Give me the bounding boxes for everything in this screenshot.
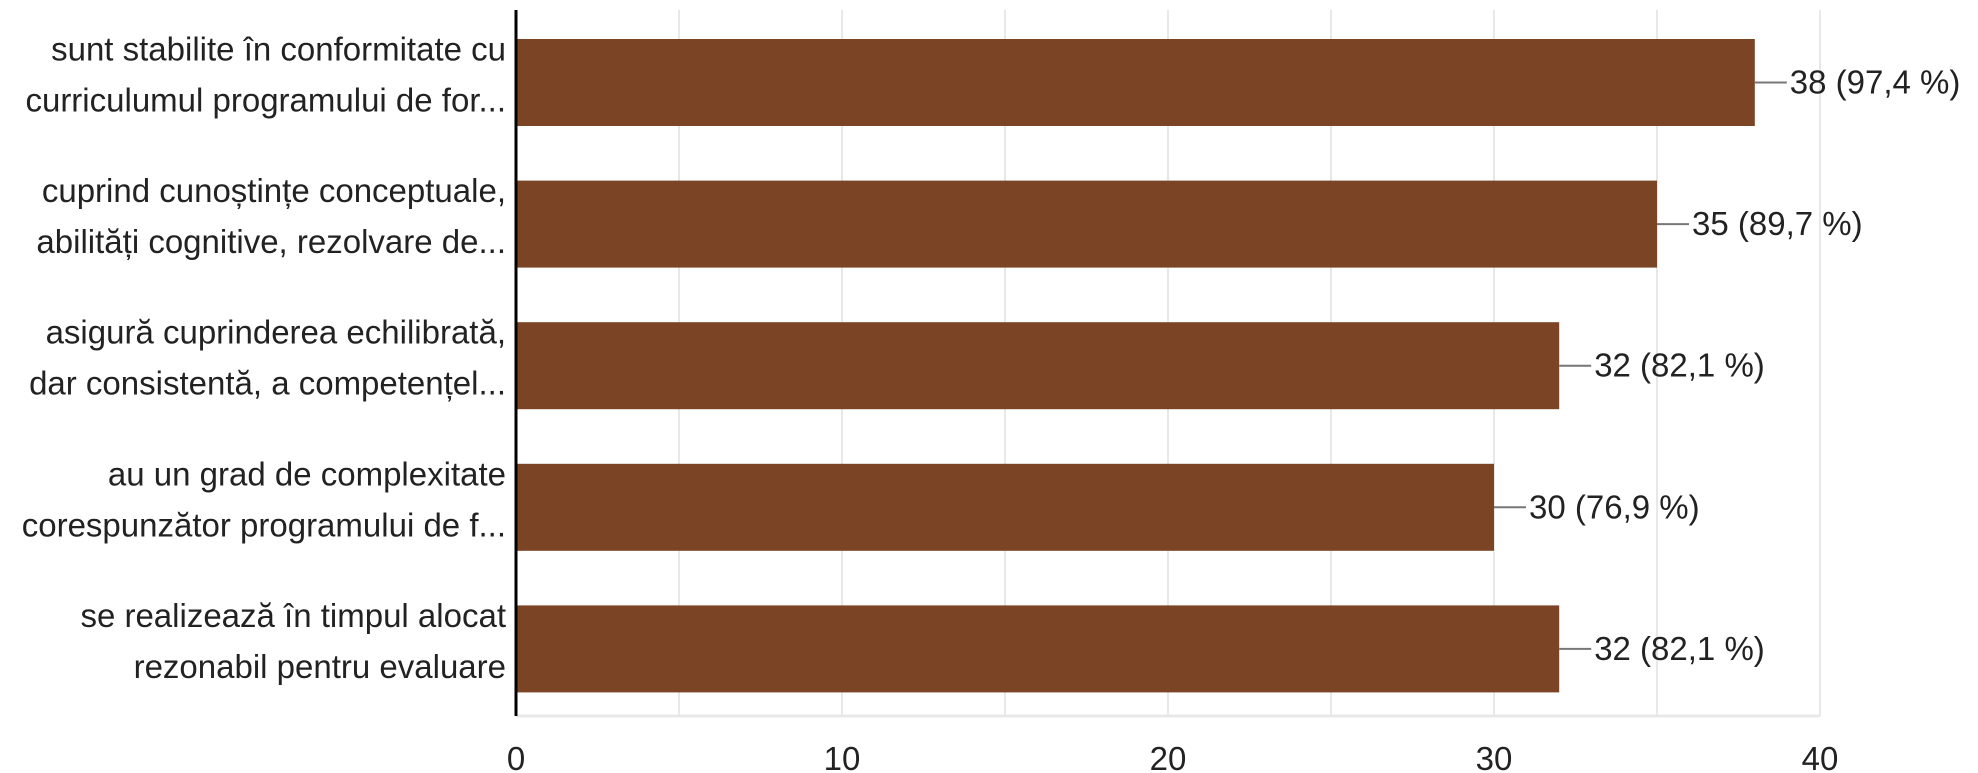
- x-tick-label: 10: [824, 740, 861, 773]
- bar: [516, 39, 1755, 126]
- category-label: dar consistentă, a competențel...: [29, 365, 506, 402]
- bars: [516, 39, 1755, 693]
- category-label: rezonabil pentru evaluare: [134, 648, 506, 685]
- data-label: 32 (82,1 %): [1594, 347, 1765, 384]
- category-label: cuprind cunoștințe conceptuale,: [42, 172, 506, 209]
- category-label: abilități cognitive, rezolvare de...: [36, 223, 506, 260]
- data-label: 32 (82,1 %): [1594, 630, 1765, 667]
- bar: [516, 463, 1494, 551]
- category-label: sunt stabilite în conformitate cu: [51, 31, 506, 68]
- data-label: 38 (97,4 %): [1790, 64, 1961, 101]
- category-label: se realizează în timpul alocat: [80, 597, 506, 634]
- x-tick-labels: 0 10 20 30 40: [507, 740, 1839, 773]
- category-label: corespunzător programului de f...: [22, 506, 506, 543]
- category-label: asigură cuprinderea echilibrată,: [46, 314, 506, 351]
- category-label: au un grad de complexitate: [108, 455, 506, 492]
- x-tick-label: 0: [507, 740, 525, 773]
- x-tick-label: 20: [1150, 740, 1187, 773]
- bar: [516, 180, 1657, 268]
- bar: [516, 605, 1560, 693]
- x-tick-label: 30: [1476, 740, 1513, 773]
- category-labels: sunt stabilite în conformitate cu curricu…: [22, 31, 506, 685]
- x-tick-label: 40: [1802, 740, 1839, 773]
- data-label-leaders: [1494, 81, 1787, 650]
- bar: [516, 322, 1560, 410]
- category-label: curriculumul programului de for...: [25, 82, 506, 119]
- data-label: 30 (76,9 %): [1529, 488, 1700, 525]
- data-labels: 38 (97,4 %) 35 (89,7 %) 32 (82,1 %) 30 (76,…: [1529, 64, 1960, 667]
- data-label: 35 (89,7 %): [1692, 205, 1863, 242]
